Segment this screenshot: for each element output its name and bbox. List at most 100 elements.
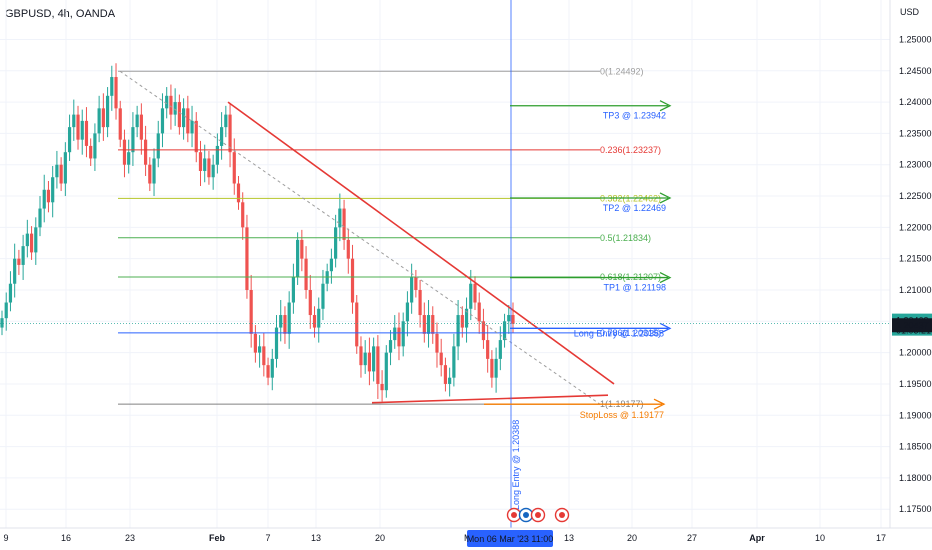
candle-body [393,327,397,341]
price-tick-label: 1.19000 [899,410,932,420]
candle-body [477,302,481,322]
descending-trendline[interactable] [227,101,615,385]
candle-body [405,302,410,322]
time-tick-label: Apr [749,533,765,543]
candle-body [177,102,181,128]
candle-body [473,283,477,303]
stoploss-arrowhead [653,398,666,410]
candle-body [367,352,372,372]
candle-body [34,227,38,253]
candle-body [169,95,173,115]
candle-body [228,114,232,153]
candle-body [274,327,279,359]
candle-body [245,227,249,290]
candle-body [481,321,486,341]
time-tick-label: 17 [876,533,886,543]
candle-body [46,189,51,203]
candle-body [270,358,274,378]
time-tick-label: 7 [265,533,270,543]
price-axis-bg [890,0,932,550]
candle-body [494,358,498,378]
chart-header: GBPUSD, 4h, OANDA [5,8,116,20]
candle-body [135,114,139,128]
candle-body [291,277,295,303]
fib-level-label: 0.786(1.20315) [600,328,661,338]
candle-body [346,239,350,259]
candle-body [507,315,511,322]
candle-body [321,283,325,309]
crosshair-price-badge [892,318,932,333]
candle-body [67,127,72,153]
price-tick-label: 1.20000 [899,348,932,358]
candle-body [211,164,215,178]
price-tick-label: 1.21000 [899,285,932,295]
candle-body [80,120,84,140]
candle-body [502,321,507,341]
candle-body [72,114,76,128]
candle-body [279,315,283,328]
price-tick-label: 1.22500 [899,191,932,201]
fib-retracement: 0(1.24492)0.236(1.23237)0.382(1.22462)0.… [118,66,661,409]
candle-body [29,233,34,253]
candle-body [0,318,4,328]
candle-body [198,152,203,171]
support-trendline[interactable] [371,394,609,404]
candle-body [283,315,287,334]
candle-body [51,177,55,203]
candle-body [76,114,80,140]
candle-body [350,258,355,303]
candle-body [13,258,17,284]
candle-body [431,315,435,334]
candle-body [160,108,165,134]
candle-body [262,346,266,366]
price-tick-label: 1.21500 [899,254,932,264]
candle-body [511,315,515,324]
fib-level-label: 0(1.24492) [600,66,644,76]
price-tick-label: 1.23000 [899,160,932,170]
price-tick-label: 1.23500 [899,128,932,138]
candle-body [342,208,346,240]
candle-body [397,327,401,347]
price-tick-label: 1.22000 [899,222,932,232]
candle-body [266,365,270,378]
economic-event-icon-dot [559,512,565,518]
candle-body [224,114,228,128]
candle-body [8,283,13,303]
candle-body [181,108,186,128]
candle-body [236,183,241,203]
candle-body [131,127,135,153]
candle-body [460,315,464,328]
candle-body [456,315,460,347]
candle-body [363,352,367,366]
candle-body [127,152,131,165]
price-tick-label: 1.24500 [899,66,932,76]
tp-arrow-arrowhead [659,100,672,112]
candle-body [232,152,236,184]
candle-body [63,152,67,184]
candle-body [21,246,25,265]
candle-body [190,120,194,134]
price-tick-label: 1.24000 [899,97,932,107]
candle-body [452,346,456,378]
candle-body [384,352,388,391]
candle-body [186,108,190,134]
candle-body [17,258,21,265]
candle-body [55,164,59,178]
candle-body [469,283,473,309]
candle-body [388,340,393,353]
trade-overlays: Long Entry @ 1.20388 TP3 @ 1.23942 TP2 @ 1… [0,0,890,528]
candle-body [203,158,207,171]
price-tick-label: 1.18000 [899,473,932,483]
candle-body [464,308,469,328]
candle-body [25,233,29,247]
candle-body [253,333,257,353]
candle-body [207,158,211,178]
time-tick-label: 16 [61,533,71,543]
time-tick-label: 10 [815,533,825,543]
candle-body [241,202,245,228]
fib-trend-dashed [119,70,601,405]
candle-body [59,164,63,184]
economic-event-icon-dot [523,512,529,518]
price-tick-label: 1.19500 [899,379,932,389]
